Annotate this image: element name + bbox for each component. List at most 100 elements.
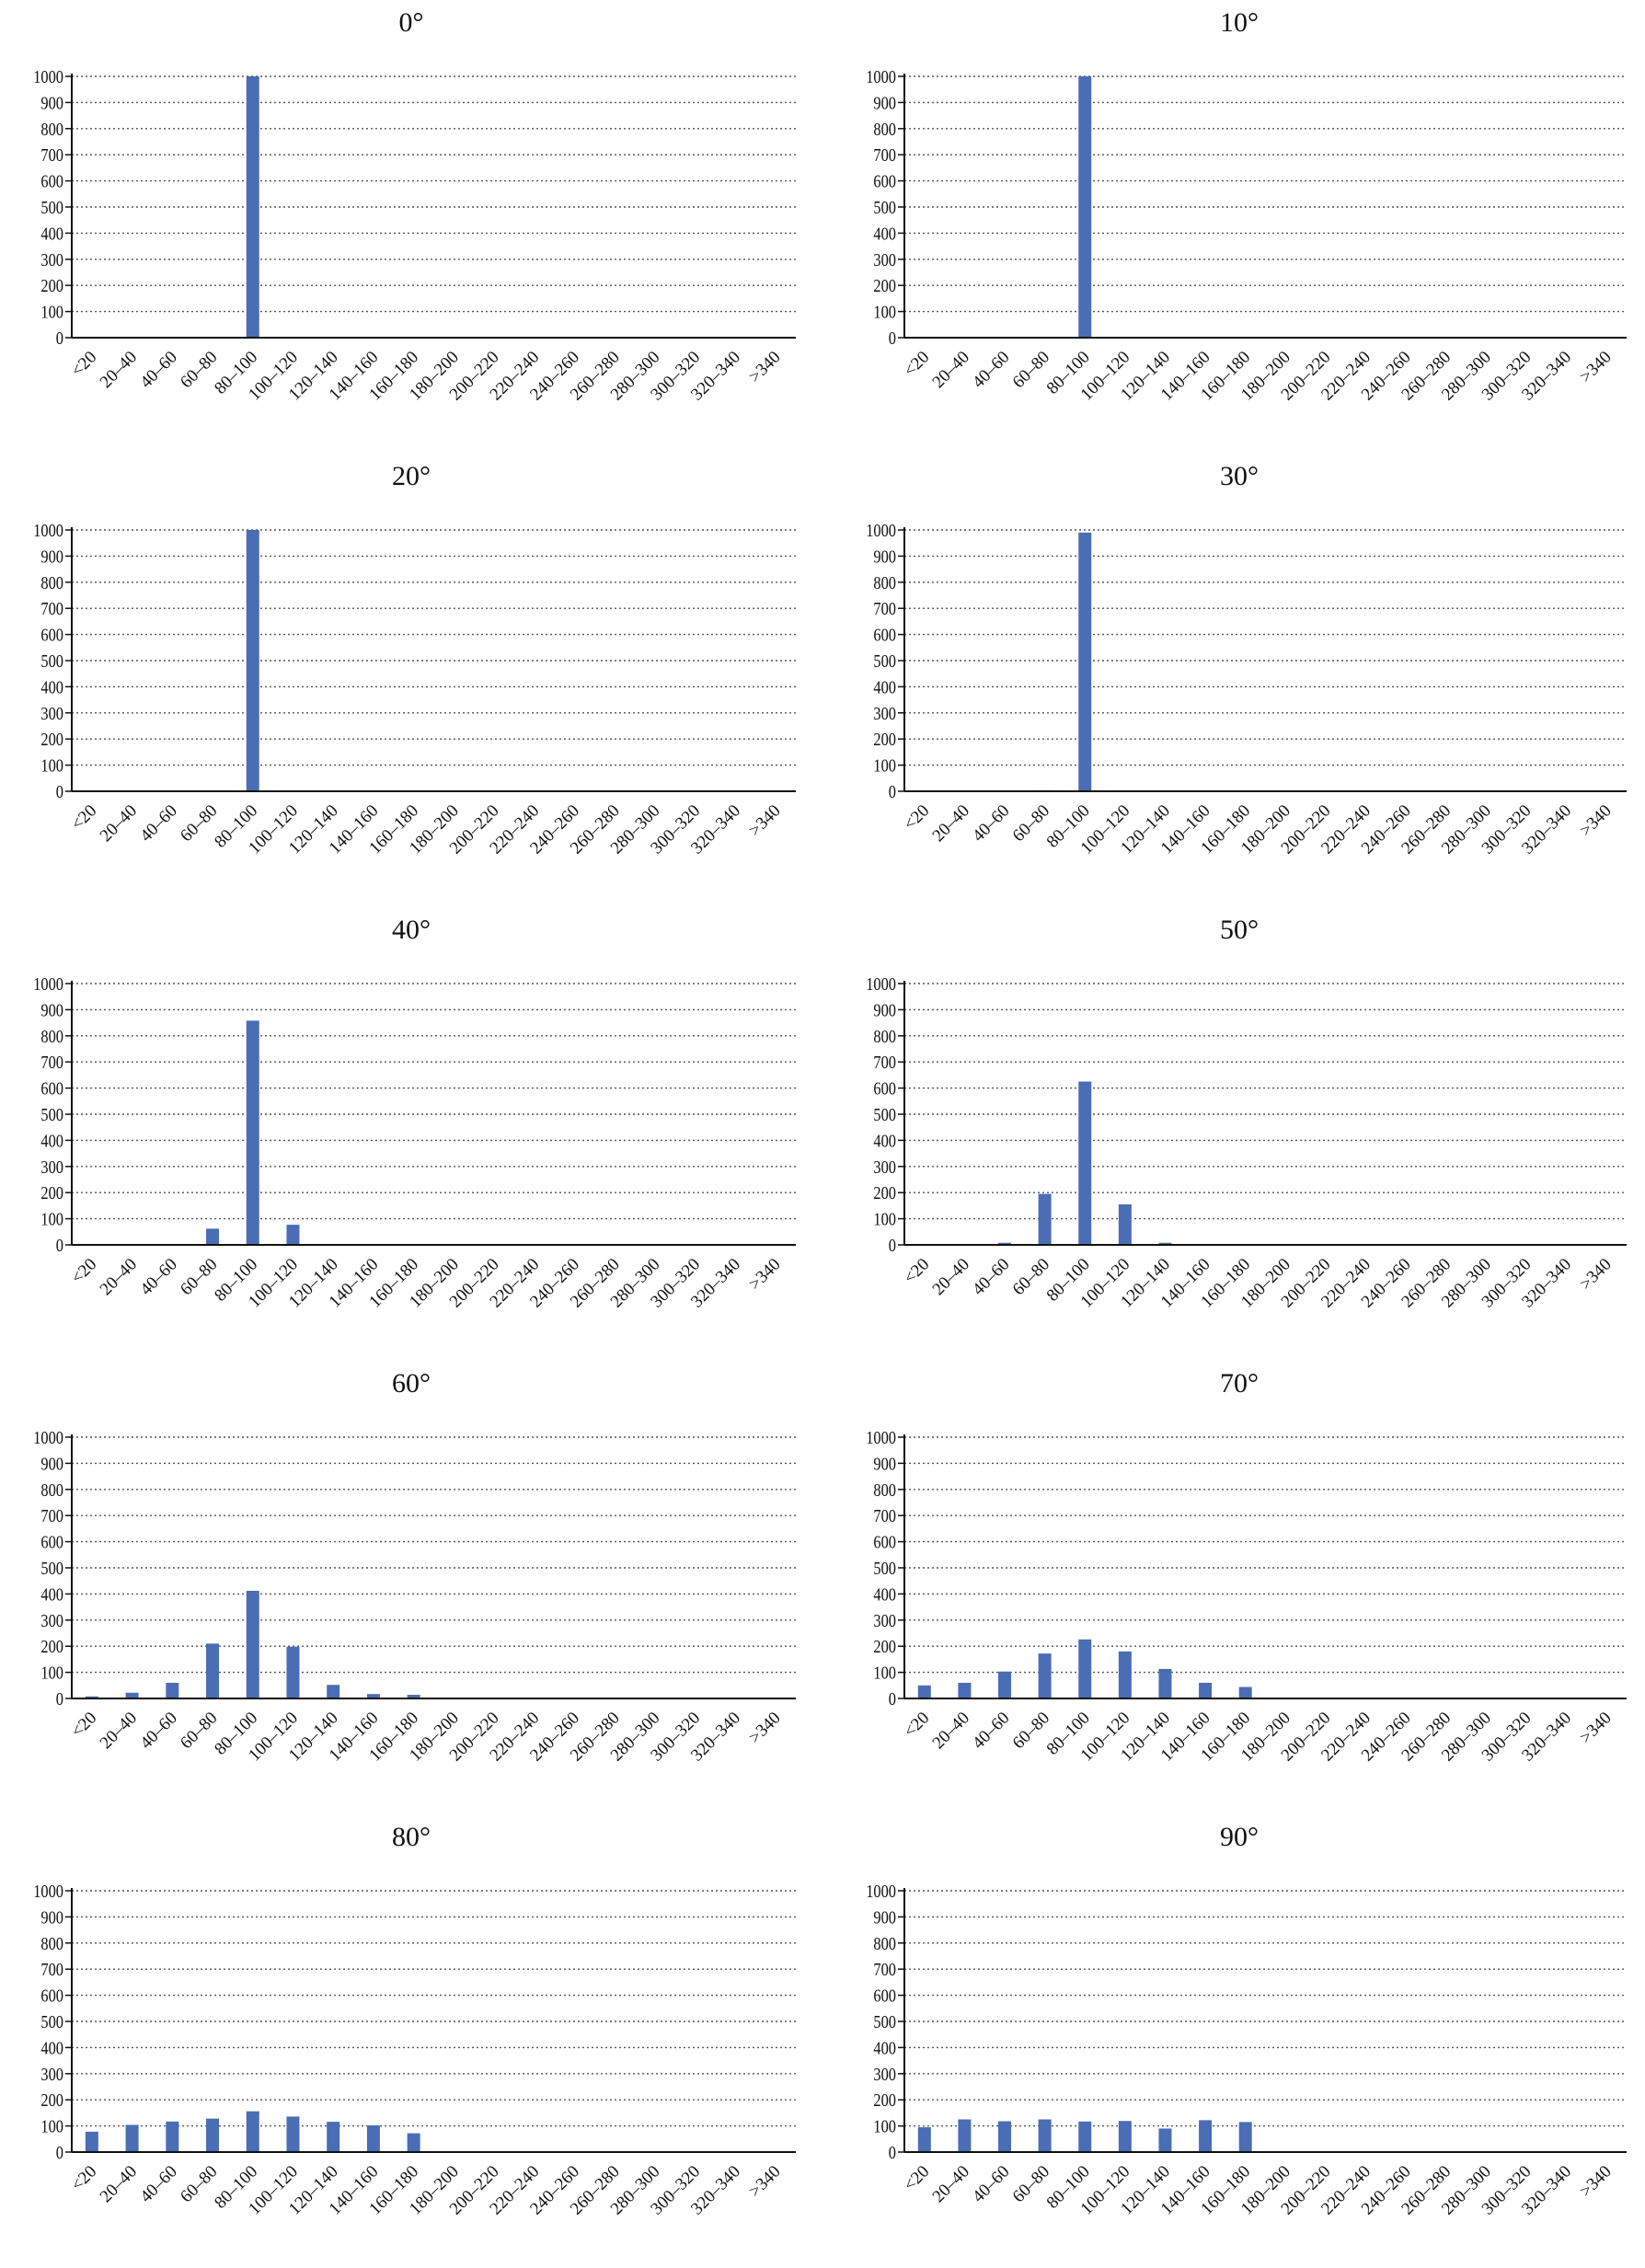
y-tick-label: 100	[873, 302, 896, 322]
y-tick-label: 200	[873, 730, 896, 750]
y-tick-label: 500	[873, 2012, 896, 2032]
y-tick-label: 900	[40, 547, 63, 567]
x-tick-label: 20–40	[929, 348, 973, 392]
y-tick-label: 0	[889, 782, 896, 802]
y-tick-label: 0	[56, 1236, 63, 1256]
y-tick-label: 600	[873, 1078, 896, 1099]
bar	[1039, 1194, 1052, 1245]
y-tick-label: 0	[889, 1689, 896, 1710]
y-tick-label: 300	[873, 1610, 896, 1630]
y-tick-label: 100	[873, 1663, 896, 1683]
y-tick-label: 0	[56, 328, 63, 349]
y-tick-label: 600	[873, 1986, 896, 2006]
y-tick-label: 700	[873, 599, 896, 619]
x-tick-label: 40–60	[136, 1255, 180, 1299]
y-tick-label: 400	[40, 677, 63, 697]
y-tick-label: 1000	[866, 521, 896, 541]
y-tick-label: 200	[40, 1637, 63, 1657]
y-tick-label: 300	[873, 249, 896, 270]
x-tick-label: 40–60	[969, 1255, 1013, 1299]
y-tick-label: 400	[873, 2038, 896, 2058]
y-tick-label: 0	[889, 328, 896, 349]
bar	[166, 1683, 178, 1698]
x-tick-label: 20–40	[929, 801, 973, 846]
chart-svg: 01002003004005006007008009001000<2020–40…	[828, 0, 1645, 454]
bar	[1239, 2122, 1252, 2152]
y-tick-label: 700	[40, 1053, 63, 1073]
y-tick-label: 500	[40, 1105, 63, 1125]
bar	[247, 530, 259, 791]
bar	[327, 1685, 339, 1698]
x-tick-label: 40–60	[969, 348, 1013, 392]
x-tick-label: >340	[1576, 801, 1616, 841]
x-tick-label: <20	[68, 2162, 101, 2195]
x-tick-label: 40–60	[136, 801, 180, 846]
y-tick-label: 0	[56, 782, 63, 802]
y-tick-label: 900	[873, 93, 896, 113]
y-tick-label: 500	[873, 1105, 896, 1125]
y-tick-label: 200	[873, 1183, 896, 1203]
bar	[327, 2122, 339, 2152]
bar	[247, 1020, 259, 1245]
bar	[918, 2127, 931, 2152]
bar	[247, 2112, 259, 2152]
bar	[408, 2134, 420, 2152]
bar	[958, 1683, 971, 1698]
x-tick-label: 20–40	[929, 2162, 973, 2206]
y-tick-label: 100	[40, 1209, 63, 1229]
y-tick-label: 500	[40, 198, 63, 218]
x-tick-label: 20–40	[929, 1709, 973, 1753]
y-tick-label: 200	[40, 730, 63, 750]
bar	[367, 2125, 380, 2152]
y-tick-label: 300	[40, 1157, 63, 1177]
y-tick-label: 300	[40, 249, 63, 270]
y-tick-label: 400	[873, 677, 896, 697]
x-tick-label: >340	[745, 348, 785, 387]
y-tick-label: 600	[873, 1532, 896, 1552]
x-tick-label: <20	[900, 1255, 933, 1288]
chart-svg: 01002003004005006007008009001000<2020–40…	[828, 1814, 1645, 2268]
chart-svg: 01002003004005006007008009001000<2020–40…	[0, 1814, 822, 2268]
y-tick-label: 700	[40, 145, 63, 166]
y-tick-label: 1000	[33, 1882, 63, 1902]
y-tick-label: 300	[873, 2064, 896, 2084]
y-tick-label: 100	[873, 2116, 896, 2136]
y-tick-label: 900	[873, 1907, 896, 1928]
y-tick-label: 500	[40, 2012, 63, 2032]
x-tick-label: <20	[900, 1709, 933, 1742]
x-tick-label: 20–40	[97, 801, 141, 846]
y-tick-label: 800	[40, 1026, 63, 1046]
y-tick-label: 400	[40, 224, 63, 244]
x-tick-label: >340	[1576, 1255, 1616, 1295]
y-tick-label: 400	[40, 1584, 63, 1605]
bar	[1158, 1669, 1171, 1698]
x-tick-label: 20–40	[929, 1255, 973, 1299]
bar	[1078, 2122, 1091, 2152]
bar	[1078, 76, 1091, 338]
x-tick-label: 20–40	[97, 1255, 141, 1299]
y-tick-label: 800	[873, 1026, 896, 1046]
x-tick-label: 40–60	[969, 2162, 1013, 2206]
y-tick-label: 900	[40, 1000, 63, 1020]
bar	[1158, 2128, 1171, 2152]
bar	[286, 1225, 299, 1245]
y-tick-label: 700	[873, 145, 896, 166]
y-tick-label: 500	[873, 651, 896, 672]
y-tick-label: 600	[873, 171, 896, 191]
y-tick-label: 200	[40, 1183, 63, 1203]
bar	[247, 76, 259, 338]
y-tick-label: 900	[873, 1000, 896, 1020]
bar	[206, 2119, 219, 2152]
y-tick-label: 600	[40, 625, 63, 645]
y-tick-label: 300	[873, 703, 896, 723]
y-tick-label: 1000	[33, 1428, 63, 1448]
chart-svg: 01002003004005006007008009001000<2020–40…	[828, 1361, 1645, 1814]
y-tick-label: 600	[40, 171, 63, 191]
y-tick-label: 800	[873, 1933, 896, 1953]
x-tick-label: 40–60	[136, 1709, 180, 1753]
y-tick-label: 800	[40, 1933, 63, 1953]
